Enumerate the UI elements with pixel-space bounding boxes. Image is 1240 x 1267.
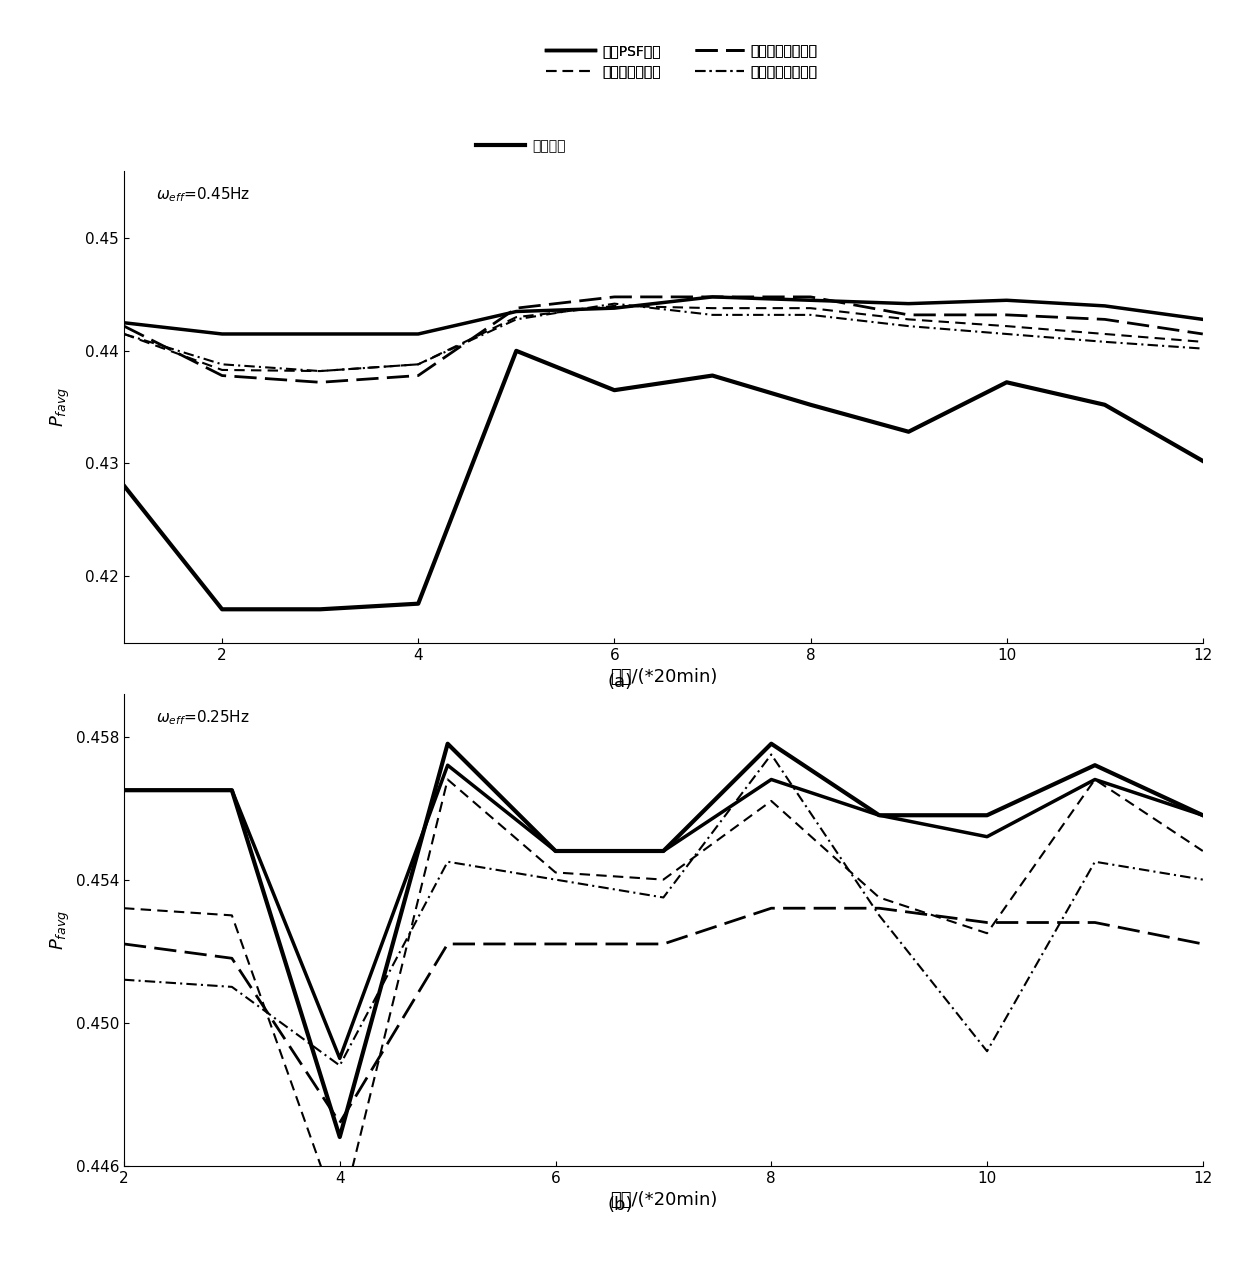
Text: (b): (b) (608, 1196, 632, 1214)
Text: $P_{favg}$: $P_{favg}$ (48, 386, 72, 427)
Text: $\omega_{eff}$=0.25Hz: $\omega_{eff}$=0.25Hz (156, 708, 249, 726)
Legend: 本文方法: 本文方法 (471, 133, 570, 158)
Text: $P_{favg}$: $P_{favg}$ (48, 910, 72, 950)
X-axis label: 时段/(*20min): 时段/(*20min) (610, 669, 717, 687)
X-axis label: 时段/(*20min): 时段/(*20min) (610, 1191, 717, 1209)
Legend: 传统PSF方法, 自适应转矩控制, 收缩跟踪区间方法, 跟踪区间优化方法: 传统PSF方法, 自适应转矩控制, 收缩跟踪区间方法, 跟踪区间优化方法 (541, 38, 823, 85)
Text: (a): (a) (608, 673, 632, 692)
Text: $\omega_{eff}$=0.45Hz: $\omega_{eff}$=0.45Hz (156, 185, 250, 204)
